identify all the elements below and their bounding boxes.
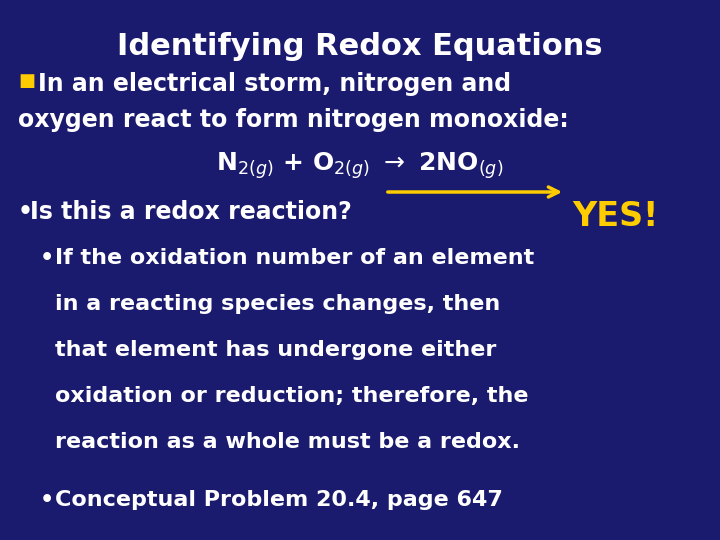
Text: that element has undergone either: that element has undergone either	[55, 340, 496, 360]
Text: Is this a redox reaction?: Is this a redox reaction?	[30, 200, 352, 224]
Text: N$_{2(g)}$ + O$_{2(g)}$ $\rightarrow$ 2NO$_{(g)}$: N$_{2(g)}$ + O$_{2(g)}$ $\rightarrow$ 2N…	[216, 150, 504, 181]
Text: ■: ■	[18, 72, 35, 90]
Text: Conceptual Problem 20.4, page 647: Conceptual Problem 20.4, page 647	[55, 490, 503, 510]
Text: •: •	[40, 248, 54, 268]
Text: •: •	[40, 490, 54, 510]
Text: Identifying Redox Equations: Identifying Redox Equations	[117, 32, 603, 61]
Text: YES!: YES!	[572, 200, 658, 233]
Text: If the oxidation number of an element: If the oxidation number of an element	[55, 248, 534, 268]
Text: reaction as a whole must be a redox.: reaction as a whole must be a redox.	[55, 432, 520, 452]
Text: oxidation or reduction; therefore, the: oxidation or reduction; therefore, the	[55, 386, 528, 406]
Text: In an electrical storm, nitrogen and: In an electrical storm, nitrogen and	[38, 72, 511, 96]
Text: in a reacting species changes, then: in a reacting species changes, then	[55, 294, 500, 314]
Text: •: •	[18, 200, 33, 224]
Text: oxygen react to form nitrogen monoxide:: oxygen react to form nitrogen monoxide:	[18, 108, 569, 132]
